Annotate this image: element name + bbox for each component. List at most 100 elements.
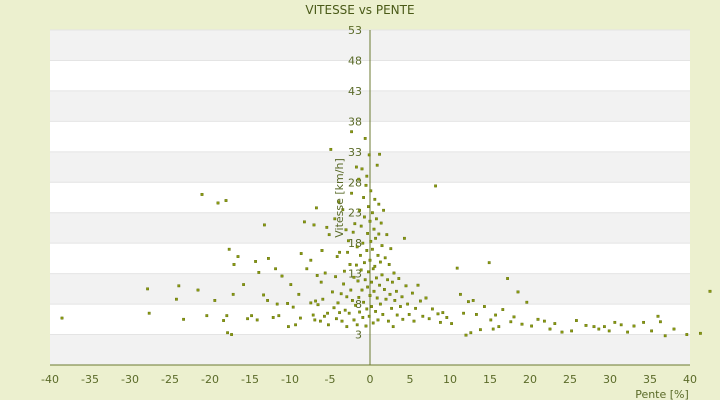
data-point xyxy=(483,305,486,308)
data-point xyxy=(367,153,371,157)
data-point xyxy=(371,321,375,325)
data-point xyxy=(350,191,353,195)
data-point xyxy=(383,256,387,260)
data-point xyxy=(266,299,269,302)
data-point xyxy=(331,290,334,294)
data-point xyxy=(363,278,367,282)
data-point xyxy=(404,284,408,288)
data-point xyxy=(355,323,359,327)
data-point xyxy=(345,295,349,299)
data-point xyxy=(339,292,343,296)
data-point xyxy=(346,250,349,254)
x-tick-labels: -40 -35 -30 -25 -20 -15 -10 -5 0 5 10 15 20 25 30 35 40 xyxy=(41,373,697,386)
data-point xyxy=(363,261,366,265)
data-point xyxy=(355,245,359,249)
x-tick-label: 35 xyxy=(643,373,657,386)
data-point xyxy=(672,327,676,331)
data-point xyxy=(347,239,350,243)
data-point xyxy=(362,196,365,199)
data-point xyxy=(337,200,341,204)
data-point xyxy=(365,174,369,178)
data-point xyxy=(314,299,317,303)
y-tick-label: 53 xyxy=(348,24,362,37)
data-point xyxy=(341,208,345,212)
data-point xyxy=(299,252,303,255)
data-point xyxy=(321,297,325,301)
data-point xyxy=(411,291,414,295)
data-point xyxy=(366,285,369,289)
data-point xyxy=(319,319,322,323)
data-point xyxy=(232,263,236,266)
data-point xyxy=(327,323,330,327)
data-point xyxy=(316,303,320,307)
data-point xyxy=(323,314,326,318)
y-axis-label: Vitesse [km/h] xyxy=(333,158,346,238)
data-point xyxy=(619,323,623,327)
data-point xyxy=(350,130,353,134)
data-point xyxy=(313,318,317,322)
data-point xyxy=(459,292,462,296)
data-point xyxy=(487,261,491,265)
data-point xyxy=(376,318,380,322)
data-point xyxy=(340,319,344,323)
data-point xyxy=(359,268,363,272)
data-point xyxy=(311,313,315,317)
data-point xyxy=(60,316,64,320)
data-point xyxy=(371,211,374,215)
data-point xyxy=(548,327,552,331)
data-point xyxy=(401,317,405,321)
data-point xyxy=(246,317,249,321)
data-point xyxy=(663,334,667,338)
data-point xyxy=(370,280,373,284)
data-point xyxy=(297,292,301,296)
data-point xyxy=(372,227,376,231)
data-point xyxy=(360,167,364,171)
data-point xyxy=(525,300,529,304)
data-point xyxy=(355,165,358,169)
data-point xyxy=(309,301,313,305)
data-point xyxy=(255,318,259,322)
data-point xyxy=(289,283,293,286)
data-point xyxy=(391,325,395,329)
data-point xyxy=(374,310,377,313)
data-point xyxy=(147,311,151,315)
data-point xyxy=(464,333,468,337)
data-point xyxy=(632,324,636,328)
data-point xyxy=(326,311,329,315)
data-point xyxy=(294,323,297,327)
data-point xyxy=(373,264,377,268)
x-tick-label: -10 xyxy=(281,373,299,386)
data-point xyxy=(299,316,302,320)
data-point xyxy=(467,300,470,304)
data-point xyxy=(416,283,420,287)
data-point xyxy=(380,273,384,277)
data-point xyxy=(230,333,233,336)
data-point xyxy=(434,184,437,188)
data-point xyxy=(358,208,361,212)
data-point xyxy=(357,177,361,181)
data-point xyxy=(424,296,428,300)
data-point xyxy=(575,319,578,322)
data-point xyxy=(395,289,398,293)
data-point xyxy=(257,271,261,274)
data-point xyxy=(603,325,606,329)
data-point xyxy=(388,292,392,296)
data-point xyxy=(543,319,546,323)
data-point xyxy=(352,318,356,322)
data-point xyxy=(494,313,497,317)
data-point xyxy=(560,330,564,334)
data-point xyxy=(236,255,240,258)
data-point xyxy=(393,299,397,302)
data-point xyxy=(584,324,588,327)
data-point xyxy=(399,305,402,308)
data-point xyxy=(421,314,425,318)
data-point xyxy=(280,274,284,278)
data-point xyxy=(274,267,277,271)
data-point xyxy=(305,267,309,271)
data-point xyxy=(353,222,357,226)
data-point xyxy=(320,249,324,252)
data-point xyxy=(385,233,389,237)
data-point xyxy=(369,239,373,243)
x-tick-label: 10 xyxy=(443,373,457,386)
data-point xyxy=(333,217,337,221)
